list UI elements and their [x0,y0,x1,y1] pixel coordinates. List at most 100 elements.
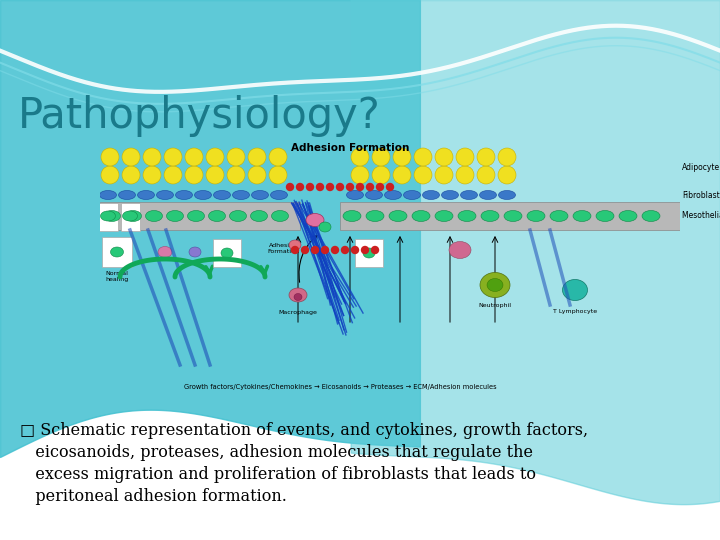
Ellipse shape [319,222,331,232]
Ellipse shape [251,191,269,199]
Circle shape [372,166,390,184]
Circle shape [122,148,140,166]
Ellipse shape [176,191,192,199]
Text: Growth factors/Cytokines/Chemokines → Eicosanoids → Proteases → ECM/Adhesion mol: Growth factors/Cytokines/Chemokines → Ei… [184,384,496,390]
Ellipse shape [480,191,497,199]
Circle shape [326,184,333,191]
Ellipse shape [573,211,591,221]
Ellipse shape [562,280,588,300]
Circle shape [456,148,474,166]
Circle shape [387,184,394,191]
Circle shape [322,246,328,253]
Ellipse shape [138,191,155,199]
Circle shape [351,166,369,184]
Bar [121,203,140,231]
Circle shape [227,148,245,166]
Text: Pathophysiology?: Pathophysiology? [18,95,381,137]
Ellipse shape [366,191,382,199]
Ellipse shape [527,211,545,221]
Ellipse shape [294,294,302,300]
Circle shape [456,166,474,184]
Bar [340,202,680,230]
Circle shape [435,148,453,166]
Text: Adhesion Formation: Adhesion Formation [291,143,409,153]
Circle shape [101,166,119,184]
Ellipse shape [504,211,522,221]
Text: T Lymphocyte: T Lymphocyte [553,309,597,314]
Circle shape [414,148,432,166]
Circle shape [287,184,294,191]
Ellipse shape [233,191,250,199]
Circle shape [185,148,203,166]
Circle shape [317,184,323,191]
Ellipse shape [221,248,233,258]
Text: Normal
healing: Normal healing [105,271,129,282]
Ellipse shape [158,246,172,258]
Circle shape [498,166,516,184]
Text: Neutrophil: Neutrophil [479,303,511,308]
Ellipse shape [449,241,471,259]
Circle shape [351,246,359,253]
Ellipse shape [346,191,364,199]
Ellipse shape [412,211,430,221]
Circle shape [331,246,338,253]
Ellipse shape [366,211,384,221]
Circle shape [312,246,318,253]
Text: excess migration and proliferation of fibroblasts that leads to: excess migration and proliferation of fi… [20,466,536,483]
Ellipse shape [271,211,289,221]
Circle shape [498,148,516,166]
Circle shape [435,166,453,184]
Text: Macrophage: Macrophage [279,310,318,315]
Circle shape [336,184,343,191]
Circle shape [248,148,266,166]
Circle shape [346,184,354,191]
Circle shape [341,246,348,253]
Circle shape [206,148,224,166]
Circle shape [372,148,390,166]
Circle shape [185,166,203,184]
Circle shape [227,166,245,184]
Ellipse shape [289,240,301,250]
Bar [102,237,132,267]
Circle shape [164,148,182,166]
Circle shape [292,246,299,253]
Circle shape [101,148,119,166]
Circle shape [356,184,364,191]
Ellipse shape [619,211,637,221]
Ellipse shape [99,191,117,199]
Ellipse shape [435,211,453,221]
Circle shape [372,246,379,253]
Ellipse shape [166,211,184,221]
Ellipse shape [101,211,115,221]
Ellipse shape [389,211,407,221]
Circle shape [351,148,369,166]
Circle shape [393,148,411,166]
Ellipse shape [251,211,268,221]
Ellipse shape [642,211,660,221]
Circle shape [477,166,495,184]
Circle shape [297,184,304,191]
Ellipse shape [403,191,420,199]
Circle shape [366,184,374,191]
Text: eicosanoids, proteases, adhesion molecules that regulate the: eicosanoids, proteases, adhesion molecul… [20,444,533,461]
Ellipse shape [550,211,568,221]
Circle shape [122,166,140,184]
Ellipse shape [461,191,477,199]
Ellipse shape [214,191,230,199]
Ellipse shape [306,213,324,226]
Circle shape [477,148,495,166]
Circle shape [393,166,411,184]
Text: peritoneal adhesion formation.: peritoneal adhesion formation. [20,488,287,505]
Circle shape [164,166,182,184]
Ellipse shape [187,211,204,221]
Circle shape [248,166,266,184]
Ellipse shape [458,211,476,221]
Ellipse shape [596,211,614,221]
Bar [355,239,383,267]
Ellipse shape [384,191,402,199]
Ellipse shape [363,248,375,258]
Text: □ Schematic representation of events, and cytokines, growth factors,: □ Schematic representation of events, an… [20,422,588,439]
Text: Adhesion
Formation: Adhesion Formation [267,243,299,254]
Ellipse shape [423,191,439,199]
Ellipse shape [209,211,225,221]
